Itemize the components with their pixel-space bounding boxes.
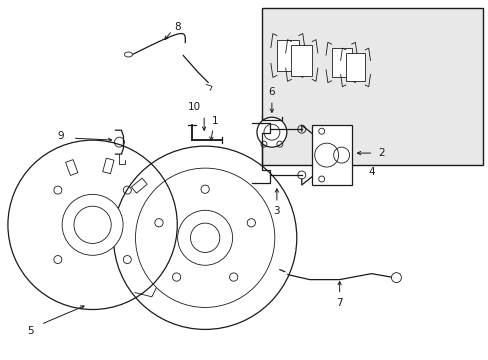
Text: 9: 9 [57, 131, 64, 141]
Bar [291, 45, 311, 76]
Bar [311, 125, 351, 185]
Text: 5: 5 [27, 327, 34, 336]
Text: 3: 3 [273, 206, 280, 216]
Bar [331, 48, 351, 77]
Polygon shape [131, 178, 147, 193]
Text: 2: 2 [377, 148, 384, 158]
Polygon shape [65, 159, 78, 175]
Polygon shape [102, 158, 114, 174]
Bar [345, 53, 365, 81]
Text: 6: 6 [268, 87, 275, 97]
Text: 4: 4 [367, 167, 374, 177]
Bar [276, 40, 298, 71]
Circle shape [62, 194, 123, 255]
Text: 8: 8 [174, 22, 180, 32]
Text: 1: 1 [211, 116, 218, 126]
Text: 10: 10 [187, 102, 201, 112]
Text: 7: 7 [336, 297, 342, 307]
Circle shape [256, 117, 286, 147]
Circle shape [390, 273, 401, 283]
Ellipse shape [124, 52, 132, 57]
Bar [262, 8, 482, 165]
Circle shape [8, 140, 177, 310]
